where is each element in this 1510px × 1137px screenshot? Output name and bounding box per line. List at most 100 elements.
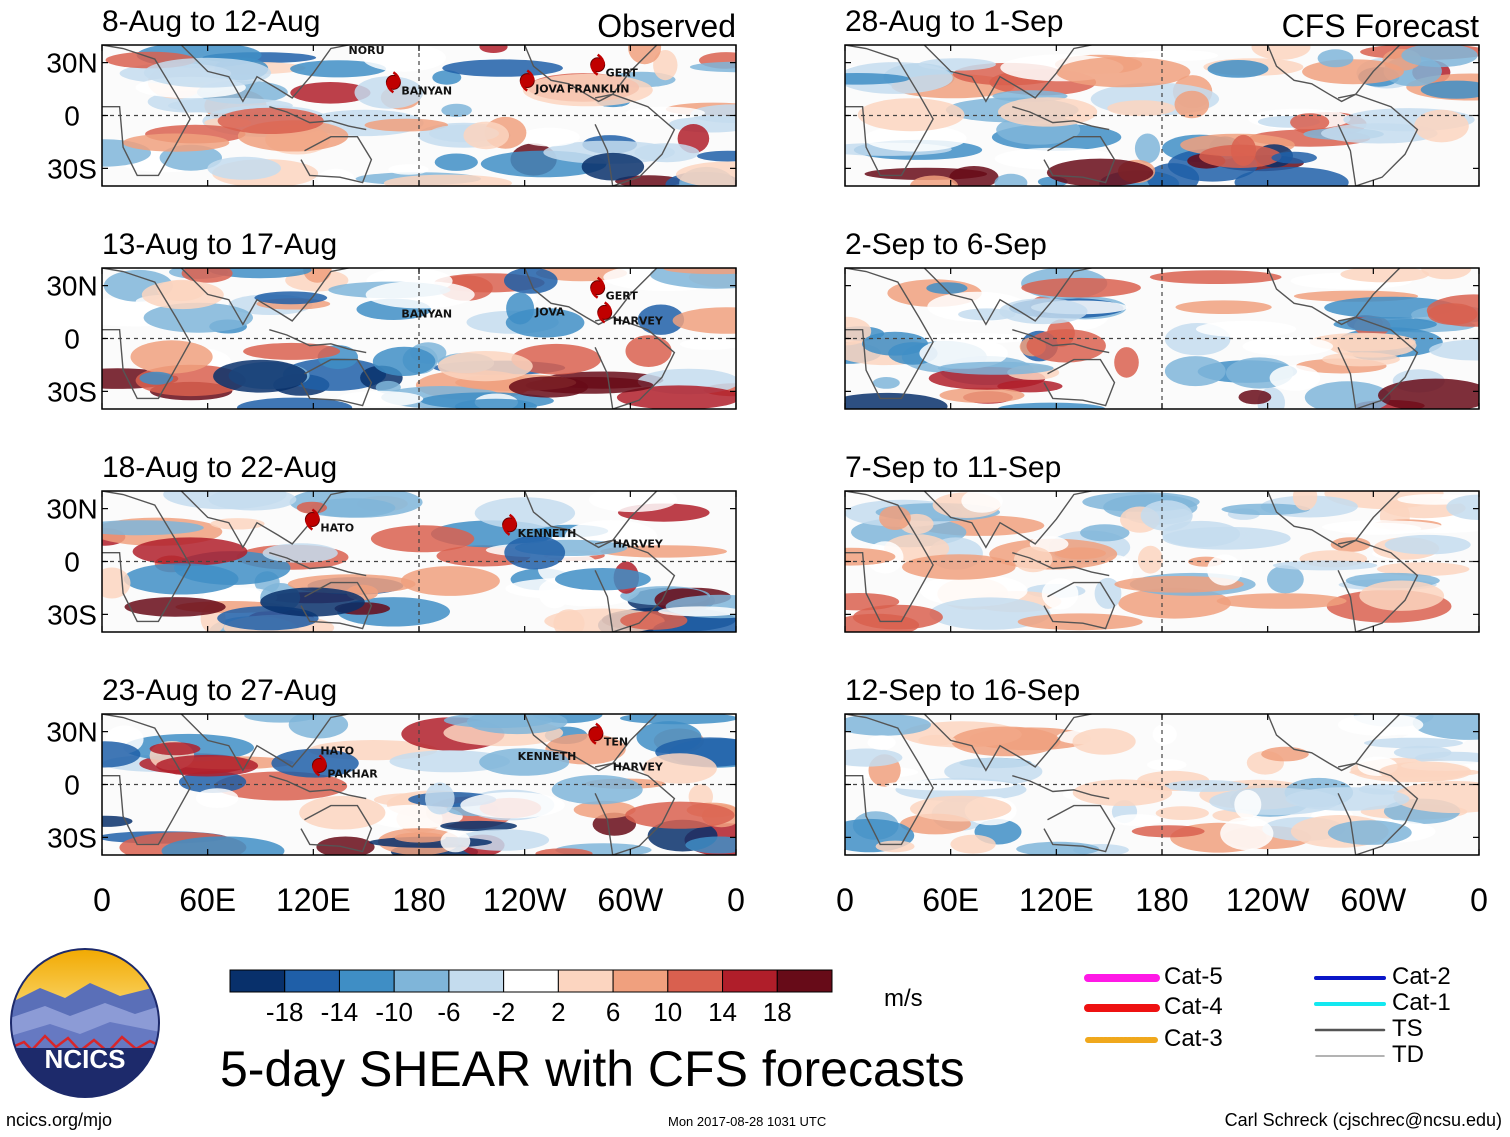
shear-blob: [1377, 562, 1470, 576]
shear-field: [845, 491, 1479, 632]
shear-blob: [102, 567, 131, 599]
shear-blob: [642, 753, 717, 784]
y-tick-label: 0: [64, 770, 80, 801]
shear-blob: [653, 50, 678, 81]
shear-blob: [1146, 759, 1187, 771]
shear-blob: [937, 361, 1054, 375]
shear-blob: [237, 397, 353, 409]
y-tick-label: 30S: [47, 153, 97, 184]
shear-blob: [504, 268, 558, 294]
shear-blob: [440, 830, 471, 853]
colorbar-tick-label: -18: [265, 997, 304, 1027]
coastline: [300, 135, 373, 184]
coastline: [180, 45, 349, 103]
shear-blob: [680, 338, 736, 350]
shear-blob: [1230, 134, 1257, 166]
shear-blob: [1216, 593, 1347, 609]
shear-blob: [1094, 577, 1122, 609]
panel-period-title: 8-Aug to 12-Aug: [102, 5, 320, 38]
storm-label: HARVEY: [613, 537, 664, 550]
shear-blob: [1016, 841, 1100, 855]
coastline: [1267, 268, 1401, 326]
storm-label: HATO: [320, 745, 354, 758]
shear-blob: [1056, 56, 1191, 88]
shear-blob: [1333, 317, 1437, 332]
shear-blob: [1220, 816, 1274, 851]
colorbar-tick-label: 10: [653, 997, 683, 1027]
coastline: [300, 581, 373, 630]
shear-blob: [244, 714, 317, 723]
shear-blob: [139, 371, 174, 385]
shear-blob: [1152, 723, 1177, 745]
shear-blob: [918, 734, 956, 746]
shear-blob: [1155, 806, 1209, 820]
coastline: [923, 714, 1092, 772]
shear-blob: [1271, 151, 1317, 164]
x-tick-label: 60E: [922, 882, 979, 918]
shear-blob: [634, 143, 700, 163]
coastline: [845, 268, 934, 400]
shear-blob: [1401, 45, 1478, 68]
shear-blob: [1285, 787, 1410, 811]
shear-blob: [1269, 365, 1321, 391]
shear-blob: [845, 593, 900, 611]
colorbar-bin: [503, 969, 559, 993]
coastline: [300, 358, 373, 407]
coastline: [1267, 45, 1401, 103]
shear-blob: [919, 337, 1008, 369]
shear-blob: [208, 268, 312, 279]
shear-field: [845, 268, 1479, 409]
shear-blob: [1337, 714, 1424, 736]
shear-blob: [573, 800, 636, 819]
x-tick-label: 120E: [276, 882, 351, 918]
y-tick-label: 30N: [46, 48, 97, 79]
shear-blob: [102, 741, 141, 768]
x-tick-label: 0: [93, 882, 111, 918]
shear-blob: [588, 491, 678, 513]
shear-blob: [504, 535, 566, 570]
storm-label: KENNETH: [518, 527, 577, 540]
shear-blob: [689, 61, 736, 73]
x-tick-label: 0: [1470, 882, 1488, 918]
shear-field: [102, 45, 736, 186]
footer-url[interactable]: ncics.org/mjo: [6, 1110, 113, 1130]
shear-blob: [479, 748, 570, 776]
shear-blob: [123, 563, 239, 595]
coastline: [1012, 329, 1110, 354]
colorbar-tick-label: -10: [375, 997, 413, 1027]
shear-blob: [1304, 381, 1391, 409]
legend-label: Cat-5: [1164, 963, 1223, 990]
shear-blob: [132, 537, 248, 566]
shear-blob: [290, 82, 371, 104]
x-tick-label: 120E: [1019, 882, 1094, 918]
shear-blob: [637, 304, 685, 335]
storm-marker-tail: [502, 513, 517, 536]
shear-blob: [1427, 303, 1478, 325]
shear-blob: [1164, 780, 1249, 792]
shear-blob: [581, 152, 645, 181]
storm-label: KENNETH: [518, 750, 577, 763]
shear-blob: [1340, 268, 1429, 283]
shear-blob: [466, 714, 568, 735]
coastlines: [102, 491, 676, 632]
shear-blob: [1379, 761, 1472, 782]
shear-blob: [161, 836, 285, 855]
legend-label: Cat-1: [1392, 989, 1451, 1016]
shear-blob: [658, 606, 736, 617]
x-tick-label: 120W: [1226, 882, 1310, 918]
shear-blob: [998, 97, 1098, 127]
shear-blob: [950, 834, 996, 854]
shear-blob: [1134, 133, 1161, 164]
coastline: [1043, 581, 1116, 630]
shear-blob: [522, 73, 653, 107]
shear-panel: 30N 0 30S 23-Aug to 27-Aug HATO PAKHAR KENNETH…: [46, 674, 745, 918]
colorbar-bin: [338, 969, 395, 993]
shear-blob: [1359, 580, 1445, 611]
y-tick-label: 0: [64, 324, 80, 355]
coastline: [180, 491, 349, 549]
storm-marker-tail: [597, 301, 612, 324]
shear-blob: [1146, 163, 1200, 186]
shear-blob: [122, 133, 230, 152]
shear-blob: [1414, 109, 1469, 143]
shear-blob: [156, 754, 259, 777]
